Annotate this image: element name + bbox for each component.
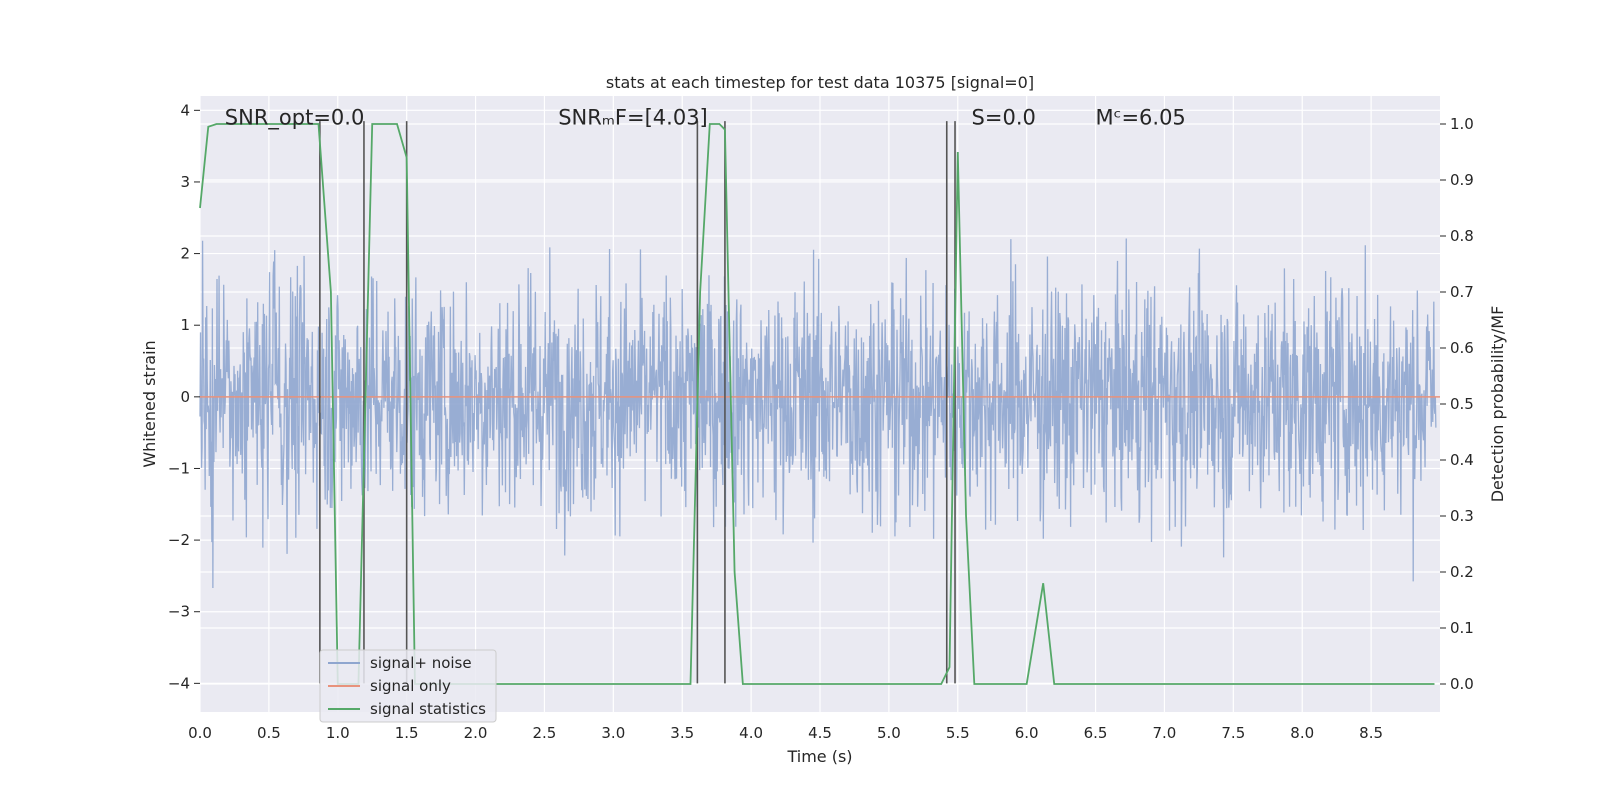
y2-tick-label: 0.9	[1450, 171, 1474, 189]
x-axis-label: Time (s)	[786, 747, 852, 766]
y-tick-label: 2	[180, 245, 190, 263]
y-tick-label: 3	[180, 173, 190, 191]
x-tick-label: 7.0	[1153, 724, 1177, 742]
y-tick-label: −1	[168, 459, 190, 477]
x-tick-label: 2.0	[464, 724, 488, 742]
annotation-text: S=0.0	[972, 105, 1036, 129]
legend-box	[319, 649, 497, 723]
x-tick-label: 8.0	[1290, 724, 1314, 742]
signal-statistics-line	[199, 123, 1435, 685]
legend-label-noise: signal+ noise	[370, 654, 472, 672]
annotations: SNR_opt=0.0 SNRₘF=[4.03] S=0.0 Mᶜ=6.05	[225, 105, 1186, 130]
y-tick-label: −2	[168, 531, 190, 549]
y2-tick-label: 0.6	[1450, 339, 1474, 357]
x-tick-label: 0.5	[257, 724, 281, 742]
annotation-text: Mᶜ=6.05	[1096, 105, 1186, 129]
signal-statistics-series	[199, 123, 1435, 685]
legend-label-signal-only: signal only	[370, 677, 451, 695]
y-axis-label: Whitened strain	[140, 340, 159, 467]
x-tick-label: 5.5	[946, 724, 970, 742]
chart-title: stats at each timestep for test data 103…	[606, 73, 1034, 92]
annotation-text: SNR_opt=0.0	[225, 105, 365, 130]
y2-tick-label: 0.3	[1450, 507, 1474, 525]
y2-axis-label: Detection probability/MF	[1488, 306, 1507, 503]
x-tick-label: 7.5	[1221, 724, 1245, 742]
annotation-text: SNRₘF=[4.03]	[558, 105, 708, 129]
x-tick-label: 1.0	[326, 724, 350, 742]
y-tick-label: 4	[180, 101, 190, 119]
y2-tick-label: 0.1	[1450, 619, 1474, 637]
y2-tick-label: 0.2	[1450, 563, 1474, 581]
y-tick-label: −4	[168, 674, 190, 692]
x-tick-label: 6.5	[1084, 724, 1108, 742]
x-axis-ticks: 0.0 0.5 1.0 1.5 2.0 2.5 3.0 3.5 4.0 4.5 5.0 5.5 6.0 6…	[188, 724, 1383, 742]
y-tick-label: −3	[168, 603, 190, 621]
y2-tick-label: 0.4	[1450, 451, 1474, 469]
x-tick-label: 1.5	[395, 724, 419, 742]
x-tick-label: 8.5	[1359, 724, 1383, 742]
y-axis-ticks: 4 3 2 1 0 −1 −2 −3 −4	[168, 101, 200, 692]
legend-label-statistics: signal statistics	[370, 700, 486, 718]
y2-tick-label: 0.7	[1450, 283, 1474, 301]
y2-tick-label: 0.0	[1450, 675, 1474, 693]
x-tick-label: 3.0	[601, 724, 625, 742]
y2-tick-label: 0.5	[1450, 395, 1474, 413]
x-tick-label: 4.0	[739, 724, 763, 742]
x-tick-label: 0.0	[188, 724, 212, 742]
x-tick-label: 3.5	[670, 724, 694, 742]
x-tick-label: 6.0	[1015, 724, 1039, 742]
x-tick-label: 2.5	[533, 724, 557, 742]
legend: signal+ noise signal only signal statist…	[319, 649, 497, 723]
y2-tick-label: 1.0	[1450, 115, 1474, 133]
y2-tick-label: 0.8	[1450, 227, 1474, 245]
y2-axis-ticks: 1.0 0.9 0.8 0.7 0.6 0.5 0.4 0.3 0.2 0.1 0.0	[1440, 115, 1474, 693]
y-tick-label: 1	[180, 316, 190, 334]
x-tick-label: 4.5	[808, 724, 832, 742]
y-tick-label: 0	[180, 388, 190, 406]
x-tick-label: 5.0	[877, 724, 901, 742]
